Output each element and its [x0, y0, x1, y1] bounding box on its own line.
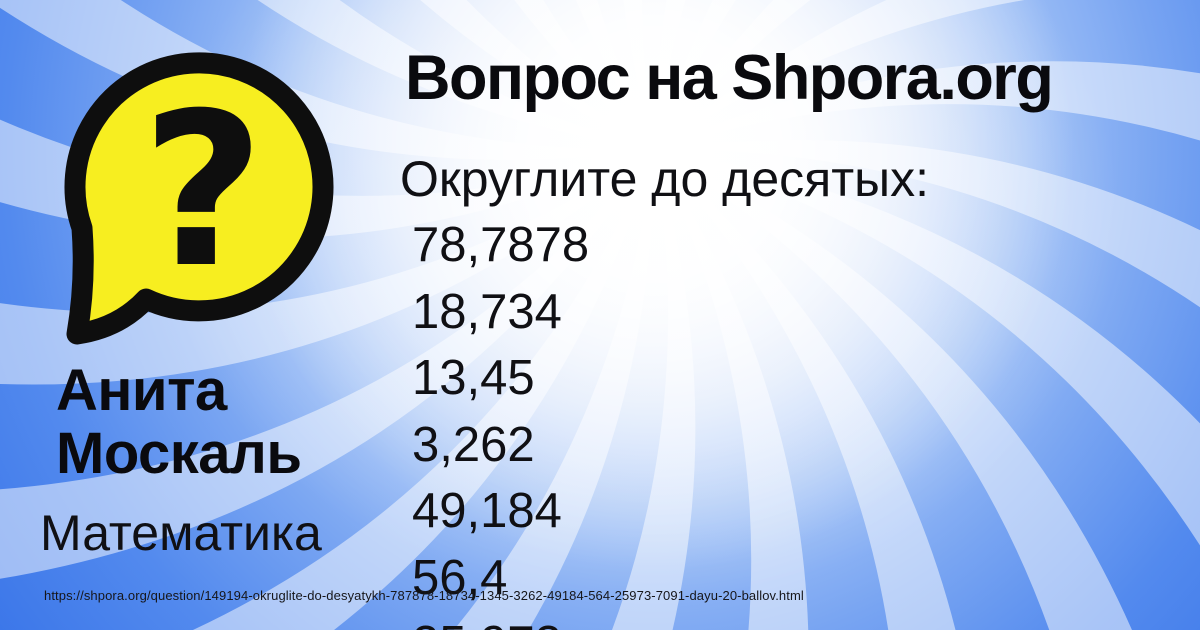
subject-label: Математика: [40, 505, 322, 561]
number-item: 13,45: [412, 351, 535, 405]
speech-bubble-shape: [64, 52, 334, 345]
question-prompt: Округлите до десятых:: [400, 151, 929, 207]
question-bubble-icon: ?: [55, 40, 355, 350]
number-item: 25,973: [412, 611, 589, 630]
number-item: 18,734: [412, 284, 562, 339]
page-title: Вопрос на Shpora.org: [405, 43, 1054, 113]
question-number-list: 78,7878 18,734 13,45 3,262 49,184 56,4 2…: [412, 212, 589, 630]
number-item: 56,4: [412, 550, 508, 605]
number-item: 49,184: [412, 484, 562, 538]
question-bubble-svg: ?: [64, 52, 334, 345]
number-item: 3,262: [412, 417, 535, 472]
source-url: https://shpora.org/question/149194-okrug…: [44, 588, 804, 603]
number-item: 78,7878: [412, 218, 590, 272]
question-mark-glyph: ?: [142, 67, 265, 314]
author-name: Анита Москаль: [56, 358, 302, 486]
